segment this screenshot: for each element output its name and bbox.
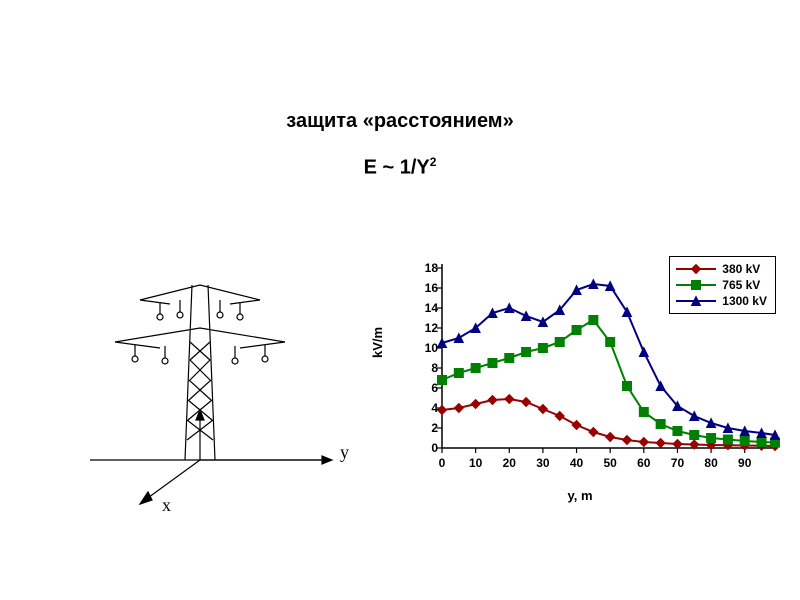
ytick-label: 12 (408, 321, 438, 335)
tower-y-label: y (340, 442, 349, 463)
xtick-label: 10 (464, 456, 488, 470)
formula-exp: 2 (430, 155, 437, 169)
xtick-label: 40 (565, 456, 589, 470)
xtick-label: 70 (665, 456, 689, 470)
ytick-label: 10 (408, 341, 438, 355)
ytick-label: 0 (408, 441, 438, 455)
tower-svg (70, 250, 350, 510)
ytick-label: 6 (408, 381, 438, 395)
legend-swatch (676, 262, 716, 276)
chart-xlabel: y, m (380, 488, 780, 503)
xtick-label: 20 (497, 456, 521, 470)
legend-swatch (676, 278, 716, 292)
ytick-label: 16 (408, 281, 438, 295)
tower-diagram: y x (70, 250, 350, 510)
tower-x-label: x (162, 495, 171, 516)
chart-ylabel: kV/m (370, 327, 385, 358)
legend-row: 765 kV (676, 277, 767, 293)
ytick-label: 2 (408, 421, 438, 435)
formula: E ~ 1/Y2 (0, 155, 800, 180)
page-title: защита «расстоянием» (0, 110, 800, 133)
xtick-label: 50 (598, 456, 622, 470)
ytick-label: 18 (408, 261, 438, 275)
xtick-label: 0 (430, 456, 454, 470)
legend-label: 765 kV (722, 278, 760, 292)
xtick-label: 80 (699, 456, 723, 470)
formula-base: E ~ 1/Y (364, 157, 430, 179)
ytick-label: 8 (408, 361, 438, 375)
chart-legend: 380 kV 765 kV 1300 kV (669, 256, 776, 314)
ytick-label: 4 (408, 401, 438, 415)
legend-row: 380 kV (676, 261, 767, 277)
xtick-label: 90 (733, 456, 757, 470)
ytick-label: 14 (408, 301, 438, 315)
legend-row: 1300 kV (676, 293, 767, 309)
xtick-label: 30 (531, 456, 555, 470)
legend-swatch (676, 294, 716, 308)
legend-label: 1300 kV (722, 294, 767, 308)
field-chart: kV/m 024681012141618 0102030405060708090… (380, 258, 780, 518)
legend-label: 380 kV (722, 262, 760, 276)
xtick-label: 60 (632, 456, 656, 470)
